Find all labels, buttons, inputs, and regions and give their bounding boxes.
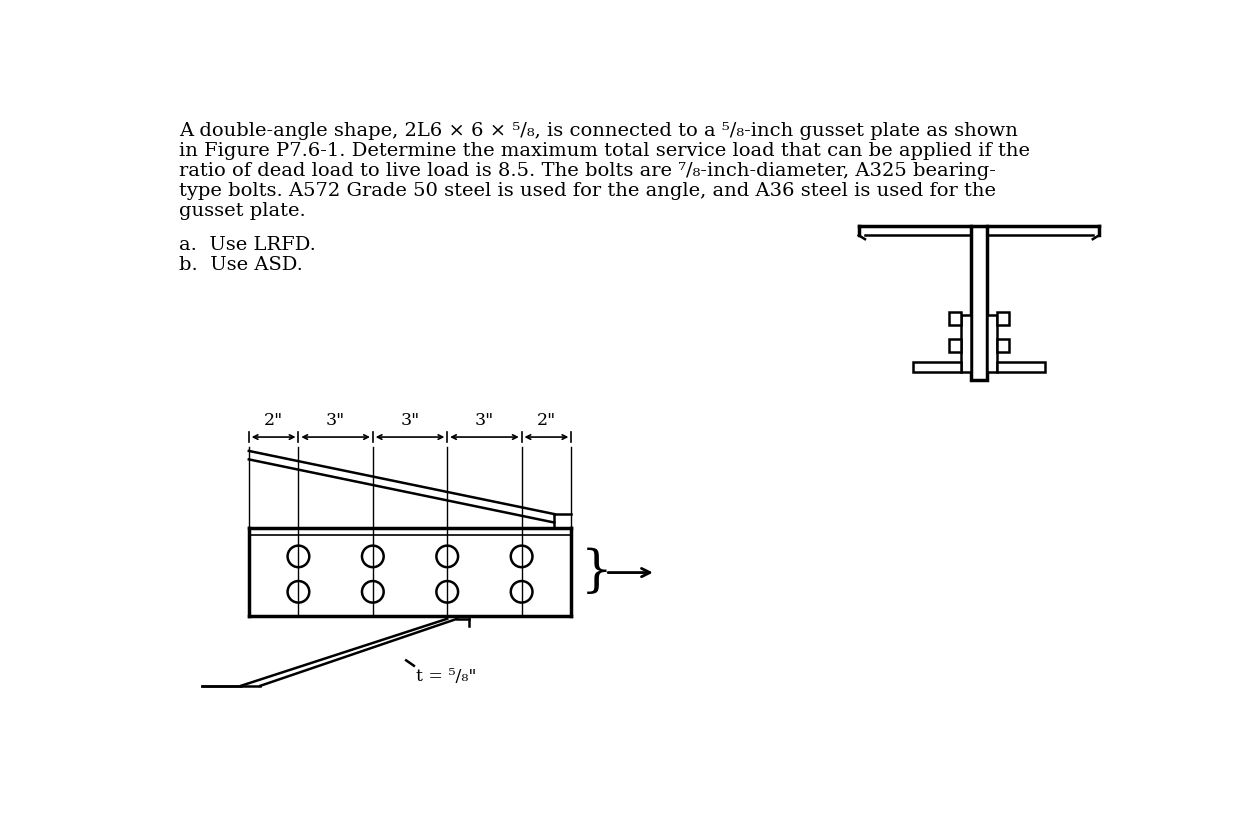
Bar (997, 313, 1010, 324)
Bar (948, 313, 961, 324)
Text: t = ⁵/₈": t = ⁵/₈" (417, 668, 477, 685)
Text: type bolts. A572 Grade 50 steel is used for the angle, and A36 steel is used for: type bolts. A572 Grade 50 steel is used … (179, 182, 996, 200)
Text: }: } (580, 548, 612, 597)
Bar (913, 362, 961, 372)
Text: in Figure P7.6-1. Determine the maximum total service load that can be applied i: in Figure P7.6-1. Determine the maximum … (179, 142, 1030, 160)
Text: 2": 2" (536, 412, 556, 429)
Text: 2": 2" (264, 412, 283, 429)
Bar (987, 314, 997, 372)
Text: 3": 3" (475, 412, 494, 429)
Bar (997, 339, 1010, 352)
Text: a.  Use LRFD.: a. Use LRFD. (179, 236, 316, 254)
Bar (948, 339, 961, 352)
Bar (997, 362, 1045, 372)
Text: b.  Use ASD.: b. Use ASD. (179, 256, 303, 274)
Text: 3": 3" (326, 412, 345, 429)
Bar (971, 226, 987, 380)
Text: 3": 3" (400, 412, 419, 429)
Text: A double-angle shape, 2L6 × 6 × ⁵/₈, is connected to a ⁵/₈-inch gusset plate as : A double-angle shape, 2L6 × 6 × ⁵/₈, is … (179, 122, 1019, 140)
Text: gusset plate.: gusset plate. (179, 202, 306, 220)
Bar (961, 314, 971, 372)
Text: ratio of dead load to live load is 8.5. The bolts are ⁷/₈-inch-diameter, A325 be: ratio of dead load to live load is 8.5. … (179, 163, 996, 180)
